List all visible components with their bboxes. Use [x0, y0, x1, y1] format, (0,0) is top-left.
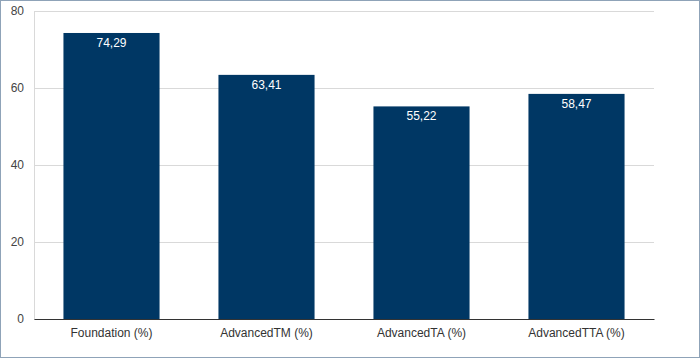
y-tick: 0 [17, 312, 34, 326]
y-axis-line [34, 12, 35, 320]
y-tick-label: 80 [11, 4, 25, 18]
chart: 0 20 40 60 80 Foundation (%) AdvancedTM (%) Adv… [0, 0, 700, 358]
data-label: 55,22 [406, 109, 436, 123]
data-label: 63,41 [251, 78, 281, 92]
x-axis: Foundation (%) AdvancedTM (%) AdvancedTA (… [35, 319, 655, 340]
x-tick-label: AdvancedTTA (%) [528, 326, 624, 340]
bar [528, 94, 624, 319]
x-tick: AdvancedTM (%) [220, 319, 313, 340]
y-tick-label: 0 [17, 312, 24, 326]
frame [1, 1, 700, 358]
x-tick: AdvancedTTA (%) [528, 319, 624, 340]
grid-line [34, 11, 654, 12]
x-tick-label: AdvancedTM (%) [220, 326, 313, 340]
plot: 0 20 40 60 80 Foundation (%) AdvancedTM (%) Adv… [11, 4, 655, 339]
y-tick: 60 [11, 81, 34, 95]
bar [218, 75, 314, 319]
y-tick: 20 [11, 235, 34, 249]
x-tick: AdvancedTA (%) [377, 319, 466, 340]
bar [373, 106, 469, 319]
x-tick-label: AdvancedTA (%) [377, 326, 466, 340]
bar [63, 33, 159, 319]
bars [63, 33, 624, 319]
x-axis-line [35, 319, 655, 320]
y-axis: 0 20 40 60 80 [11, 4, 35, 326]
y-tick-label: 40 [11, 158, 25, 172]
grid [34, 11, 654, 319]
x-tick-label: Foundation (%) [70, 326, 152, 340]
x-tick: Foundation (%) [70, 319, 152, 340]
data-label: 58,47 [561, 97, 591, 111]
y-tick-label: 20 [11, 235, 25, 249]
y-tick: 40 [11, 158, 34, 172]
y-tick: 80 [11, 4, 34, 18]
data-label: 74,29 [96, 36, 126, 50]
y-tick-label: 60 [11, 81, 25, 95]
data-labels: 74,29 63,41 55,22 58,47 [96, 36, 591, 123]
